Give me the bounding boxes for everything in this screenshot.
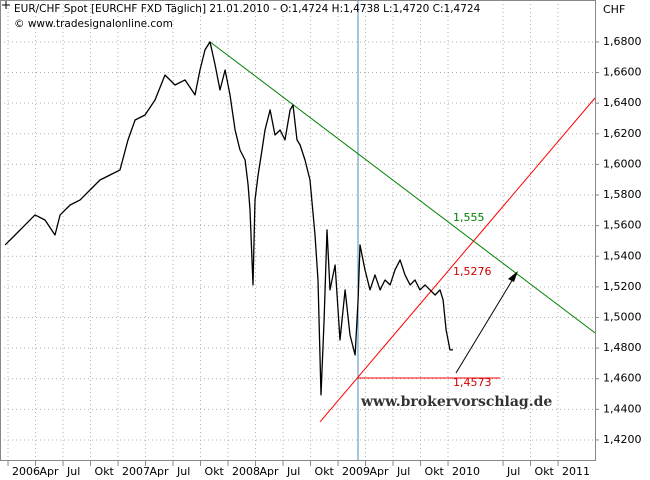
trendline [209, 41, 596, 334]
x-tick-label: Okt [95, 465, 115, 478]
y-tick-label: 1,6600 [603, 66, 642, 79]
x-tick-label: Jul [286, 465, 300, 478]
x-tick-label: Apr [260, 465, 280, 478]
x-tick-label: 2010 [452, 465, 480, 478]
x-tick-label: Okt [425, 465, 445, 478]
y-tick-label: 1,4800 [603, 341, 642, 354]
x-tick-label: Apr [150, 465, 170, 478]
y-tick-label: 1,5200 [603, 280, 642, 293]
x-tick-label: 2011 [562, 465, 590, 478]
x-tick-label: Apr [370, 465, 390, 478]
y-tick-label: 1,5600 [603, 219, 642, 232]
y-tick-label: 1,5400 [603, 249, 642, 262]
annotation: 1,4573 [453, 376, 492, 389]
y-tick-label: 1,4200 [603, 433, 642, 446]
chart-subtitle: © www.tradesignalonline.com [14, 18, 173, 30]
y-tick-label: 1,6200 [603, 127, 642, 140]
annotation: 1,555 [453, 211, 485, 224]
x-tick-label: Okt [205, 465, 225, 478]
trendline [319, 97, 596, 423]
x-tick-label: Okt [315, 465, 335, 478]
y-axis-label: CHF [603, 3, 625, 16]
x-tick-label: Jul [66, 465, 80, 478]
x-tick-label: 2007 [122, 465, 150, 478]
x-tick-label: Jul [506, 465, 520, 478]
x-tick-label: Jul [396, 465, 410, 478]
x-tick-label: Jul [176, 465, 190, 478]
x-tick-label: Okt [535, 465, 555, 478]
watermark: www.brokervorschlag.de [360, 394, 552, 410]
chart-title: EUR/CHF Spot [EURCHF FXD Täglich] 21.01.… [14, 3, 481, 15]
arrow-head [508, 271, 518, 282]
y-tick-label: 1,6400 [603, 96, 642, 109]
x-tick-label: Apr [40, 465, 60, 478]
y-tick-label: 1,5800 [603, 188, 642, 201]
x-tick-label: 2008 [232, 465, 260, 478]
header-icon [2, 1, 10, 9]
y-tick-label: 1,4600 [603, 372, 642, 385]
plot-frame [0, 0, 596, 461]
x-tick-label: 2006 [12, 465, 40, 478]
annotation: 1,5276 [453, 265, 492, 278]
y-tick-label: 1,6800 [603, 35, 642, 48]
arrow [455, 273, 517, 374]
y-tick-label: 1,5000 [603, 310, 642, 323]
y-tick-label: 1,4400 [603, 402, 642, 415]
x-tick-label: 2009 [342, 465, 370, 478]
plot [4, 41, 596, 423]
price-line [4, 41, 453, 396]
y-tick-label: 1,6000 [603, 157, 642, 170]
